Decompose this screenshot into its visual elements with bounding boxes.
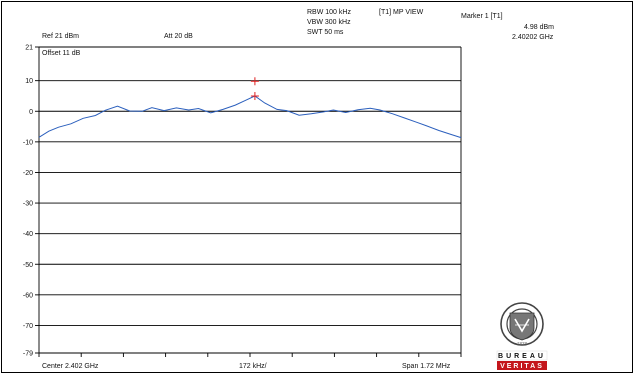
span-label: Span 1.72 MHz: [402, 363, 451, 370]
logo-word-bureau: BUREAU: [498, 353, 546, 360]
rbw-label: RBW 100 kHz: [307, 9, 351, 16]
center-frequency-label: Center 2.402 GHz: [42, 363, 99, 370]
y-tick-label: -50: [23, 262, 33, 269]
division-label: 172 kHz/: [239, 363, 267, 370]
y-tick-label: -20: [23, 170, 33, 177]
bureau-veritas-logo: 1828 BUREAU VERITAS: [496, 302, 548, 370]
logo-seal-year: 1828: [517, 341, 528, 346]
swt-label: SWT 50 ms: [307, 29, 344, 36]
y-tick-label: -79: [23, 351, 33, 358]
y-tick-label: -10: [23, 139, 33, 146]
vbw-label: VBW 300 kHz: [307, 19, 351, 26]
y-tick-label: 10: [25, 78, 33, 85]
marker-title: Marker 1 [T1]: [461, 13, 503, 20]
y-tick-label: 21: [25, 45, 33, 52]
y-tick-label: -70: [23, 323, 33, 330]
spectrum-trace: [38, 95, 462, 139]
marker-level: 4.98 dBm: [524, 24, 554, 31]
y-tick-label: -30: [23, 201, 33, 208]
logo-word-veritas: VERITAS: [500, 363, 544, 370]
marker-frequency: 2.40202 GHz: [512, 34, 554, 41]
y-tick-label: 0: [29, 109, 33, 116]
y-tick-label: -60: [23, 292, 33, 299]
attenuation-label: Att 20 dB: [164, 33, 193, 40]
view-mode-label: [T1] MP VIEW: [379, 9, 424, 16]
reference-level-label: Ref 21 dBm: [42, 33, 79, 40]
y-tick-label: -40: [23, 231, 33, 238]
offset-label: Offset 11 dB: [42, 50, 81, 57]
